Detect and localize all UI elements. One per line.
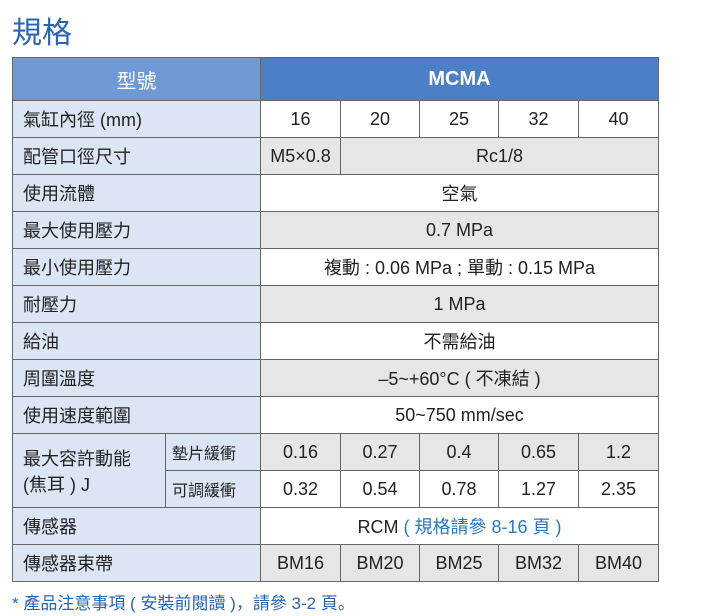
cell: 1.2 <box>578 433 659 471</box>
row-label: 傳感器 <box>12 507 261 545</box>
cell: 0.65 <box>498 433 579 471</box>
page-reference: ( 規格請參 8-16 頁 ) <box>403 517 562 537</box>
cell: BM20 <box>340 544 420 582</box>
cell: 1 MPa <box>260 285 659 323</box>
header-model: MCMA <box>260 57 659 101</box>
cell: 複動 : 0.06 MPa ; 單動 : 0.15 MPa <box>260 248 659 286</box>
title: 規格 <box>12 17 72 50</box>
cell: 0.32 <box>260 470 341 508</box>
cell: RCM ( 規格請參 8-16 頁 ) <box>260 507 659 545</box>
cell: 0.7 MPa <box>260 211 659 249</box>
cell: M5×0.8 <box>260 137 341 175</box>
label-line: 最大容許動能 <box>23 448 131 469</box>
row-label: 耐壓力 <box>12 285 261 323</box>
cell: 32 <box>498 100 579 138</box>
label-line: (焦耳 ) J <box>23 474 90 495</box>
spec-table: 型號 MCMA 氣缸內徑 (mm) 16 20 25 32 40 配管口徑尺寸 M5×0.… <box>12 57 659 582</box>
footnote: * 產品注意事項 ( 安裝前閱讀 )，請參 3-2 頁。 <box>12 594 355 613</box>
row-label: 氣缸內徑 (mm) <box>12 100 261 138</box>
sub-label: 可調緩衝 <box>165 470 261 508</box>
row-label: 使用速度範圍 <box>12 396 261 434</box>
row-label: 傳感器束帶 <box>12 544 261 582</box>
cell: BM32 <box>498 544 579 582</box>
row-label: 給油 <box>12 322 261 360</box>
row-label: 周圍溫度 <box>12 359 261 397</box>
cell: 25 <box>419 100 499 138</box>
row-label: 最大使用壓力 <box>12 211 261 249</box>
cell: 不需給油 <box>260 322 659 360</box>
cell: 0.27 <box>340 433 420 471</box>
cell: 16 <box>260 100 341 138</box>
cell: 2.35 <box>578 470 659 508</box>
cell: 空氣 <box>260 174 659 212</box>
cell: 0.4 <box>419 433 499 471</box>
cell: 40 <box>578 100 659 138</box>
cell: 20 <box>340 100 420 138</box>
cell: BM16 <box>260 544 341 582</box>
row-label: 最小使用壓力 <box>12 248 261 286</box>
row-label: 最大容許動能 (焦耳 ) J <box>12 433 166 508</box>
cell: 0.16 <box>260 433 341 471</box>
row-label: 使用流體 <box>12 174 261 212</box>
cell: BM40 <box>578 544 659 582</box>
cell: 1.27 <box>498 470 579 508</box>
sub-label: 墊片緩衝 <box>165 433 261 471</box>
header-label: 型號 <box>12 57 261 101</box>
cell: 0.54 <box>340 470 420 508</box>
row-label: 配管口徑尺寸 <box>12 137 261 175</box>
cell: 50~750 mm/sec <box>260 396 659 434</box>
cell: –5~+60°C ( 不凍結 ) <box>260 359 659 397</box>
cell: BM25 <box>419 544 499 582</box>
cell: 0.78 <box>419 470 499 508</box>
cell: Rc1/8 <box>340 137 659 175</box>
cell-text: RCM <box>357 517 399 537</box>
